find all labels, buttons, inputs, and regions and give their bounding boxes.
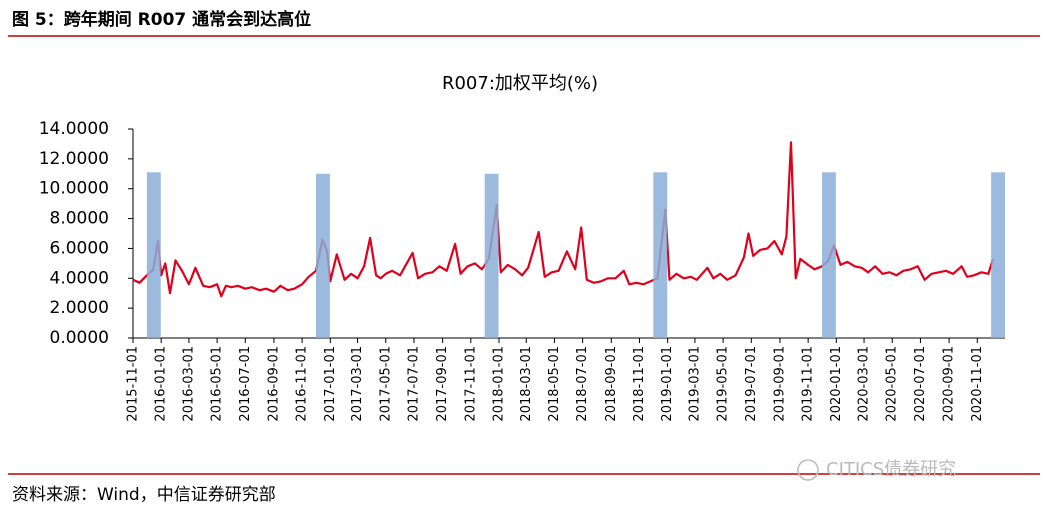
data-line	[132, 141, 995, 298]
x-tick-label: 2018-03-01	[519, 346, 534, 422]
x-tick-label: 2018-05-01	[547, 346, 562, 422]
x-tick-label: 2015-11-01	[126, 346, 141, 422]
x-tick-label: 2020-01-01	[829, 346, 844, 422]
highlight-bar	[315, 173, 330, 338]
highlight-bar	[991, 172, 1005, 338]
x-tick-label: 2020-07-01	[913, 346, 928, 422]
x-tick-label: 2016-03-01	[181, 346, 196, 422]
x-tick-label: 2016-01-01	[154, 346, 169, 422]
y-tick-label: 0.0000	[50, 328, 109, 348]
watermark: CITICS债券研究	[826, 459, 956, 480]
x-tick-label: 2018-09-01	[604, 346, 619, 422]
y-tick-label: 14.0000	[39, 119, 109, 139]
y-tick-label: 8.0000	[50, 209, 109, 229]
chart-title: R007:加权平均(%)	[442, 73, 598, 94]
x-tick-label: 2019-01-01	[660, 346, 675, 422]
x-tick-label: 2020-03-01	[857, 346, 872, 422]
x-tick-label: 2019-05-01	[716, 346, 731, 422]
x-tick-label: 2017-05-01	[378, 346, 393, 422]
y-tick-label: 12.0000	[39, 149, 109, 169]
x-tick-label: 2018-07-01	[575, 346, 590, 422]
x-tick-label: 2016-05-01	[210, 346, 225, 422]
x-tick-label: 2017-03-01	[350, 346, 365, 422]
highlight-bar	[484, 173, 499, 338]
y-tick-label: 6.0000	[50, 238, 109, 258]
highlight-bar	[822, 172, 836, 338]
highlight-bar	[146, 172, 161, 338]
x-tick-label: 2017-01-01	[323, 346, 338, 422]
y-tick-label: 2.0000	[50, 298, 109, 318]
y-tick-label: 4.0000	[50, 268, 109, 288]
x-tick-label: 2020-09-01	[942, 346, 957, 422]
x-tick-label: 2020-05-01	[885, 346, 900, 422]
x-tick-label: 2016-07-01	[238, 346, 253, 422]
highlight-bar	[653, 172, 668, 338]
x-tick-label: 2017-07-01	[406, 346, 421, 422]
source-note: 资料来源：Wind，中信证券研究部	[12, 485, 276, 505]
watermark-icon	[797, 459, 819, 481]
x-tick-label: 2020-11-01	[970, 346, 985, 422]
x-tick-label: 2016-09-01	[266, 346, 281, 422]
x-tick-label: 2018-11-01	[632, 346, 647, 422]
x-tick-label: 2019-09-01	[772, 346, 787, 422]
x-tick-label: 2016-11-01	[295, 346, 310, 422]
x-tick-label: 2017-11-01	[463, 346, 478, 422]
x-tick-label: 2019-07-01	[744, 346, 759, 422]
x-tick-label: 2018-01-01	[491, 346, 506, 422]
y-tick-label: 10.0000	[39, 179, 109, 199]
figure-title: 图 5：跨年期间 R007 通常会到达高位	[12, 9, 311, 30]
x-tick-label: 2017-09-01	[435, 346, 450, 422]
x-tick-label: 2019-03-01	[687, 346, 702, 422]
x-tick-label: 2019-11-01	[801, 346, 816, 422]
